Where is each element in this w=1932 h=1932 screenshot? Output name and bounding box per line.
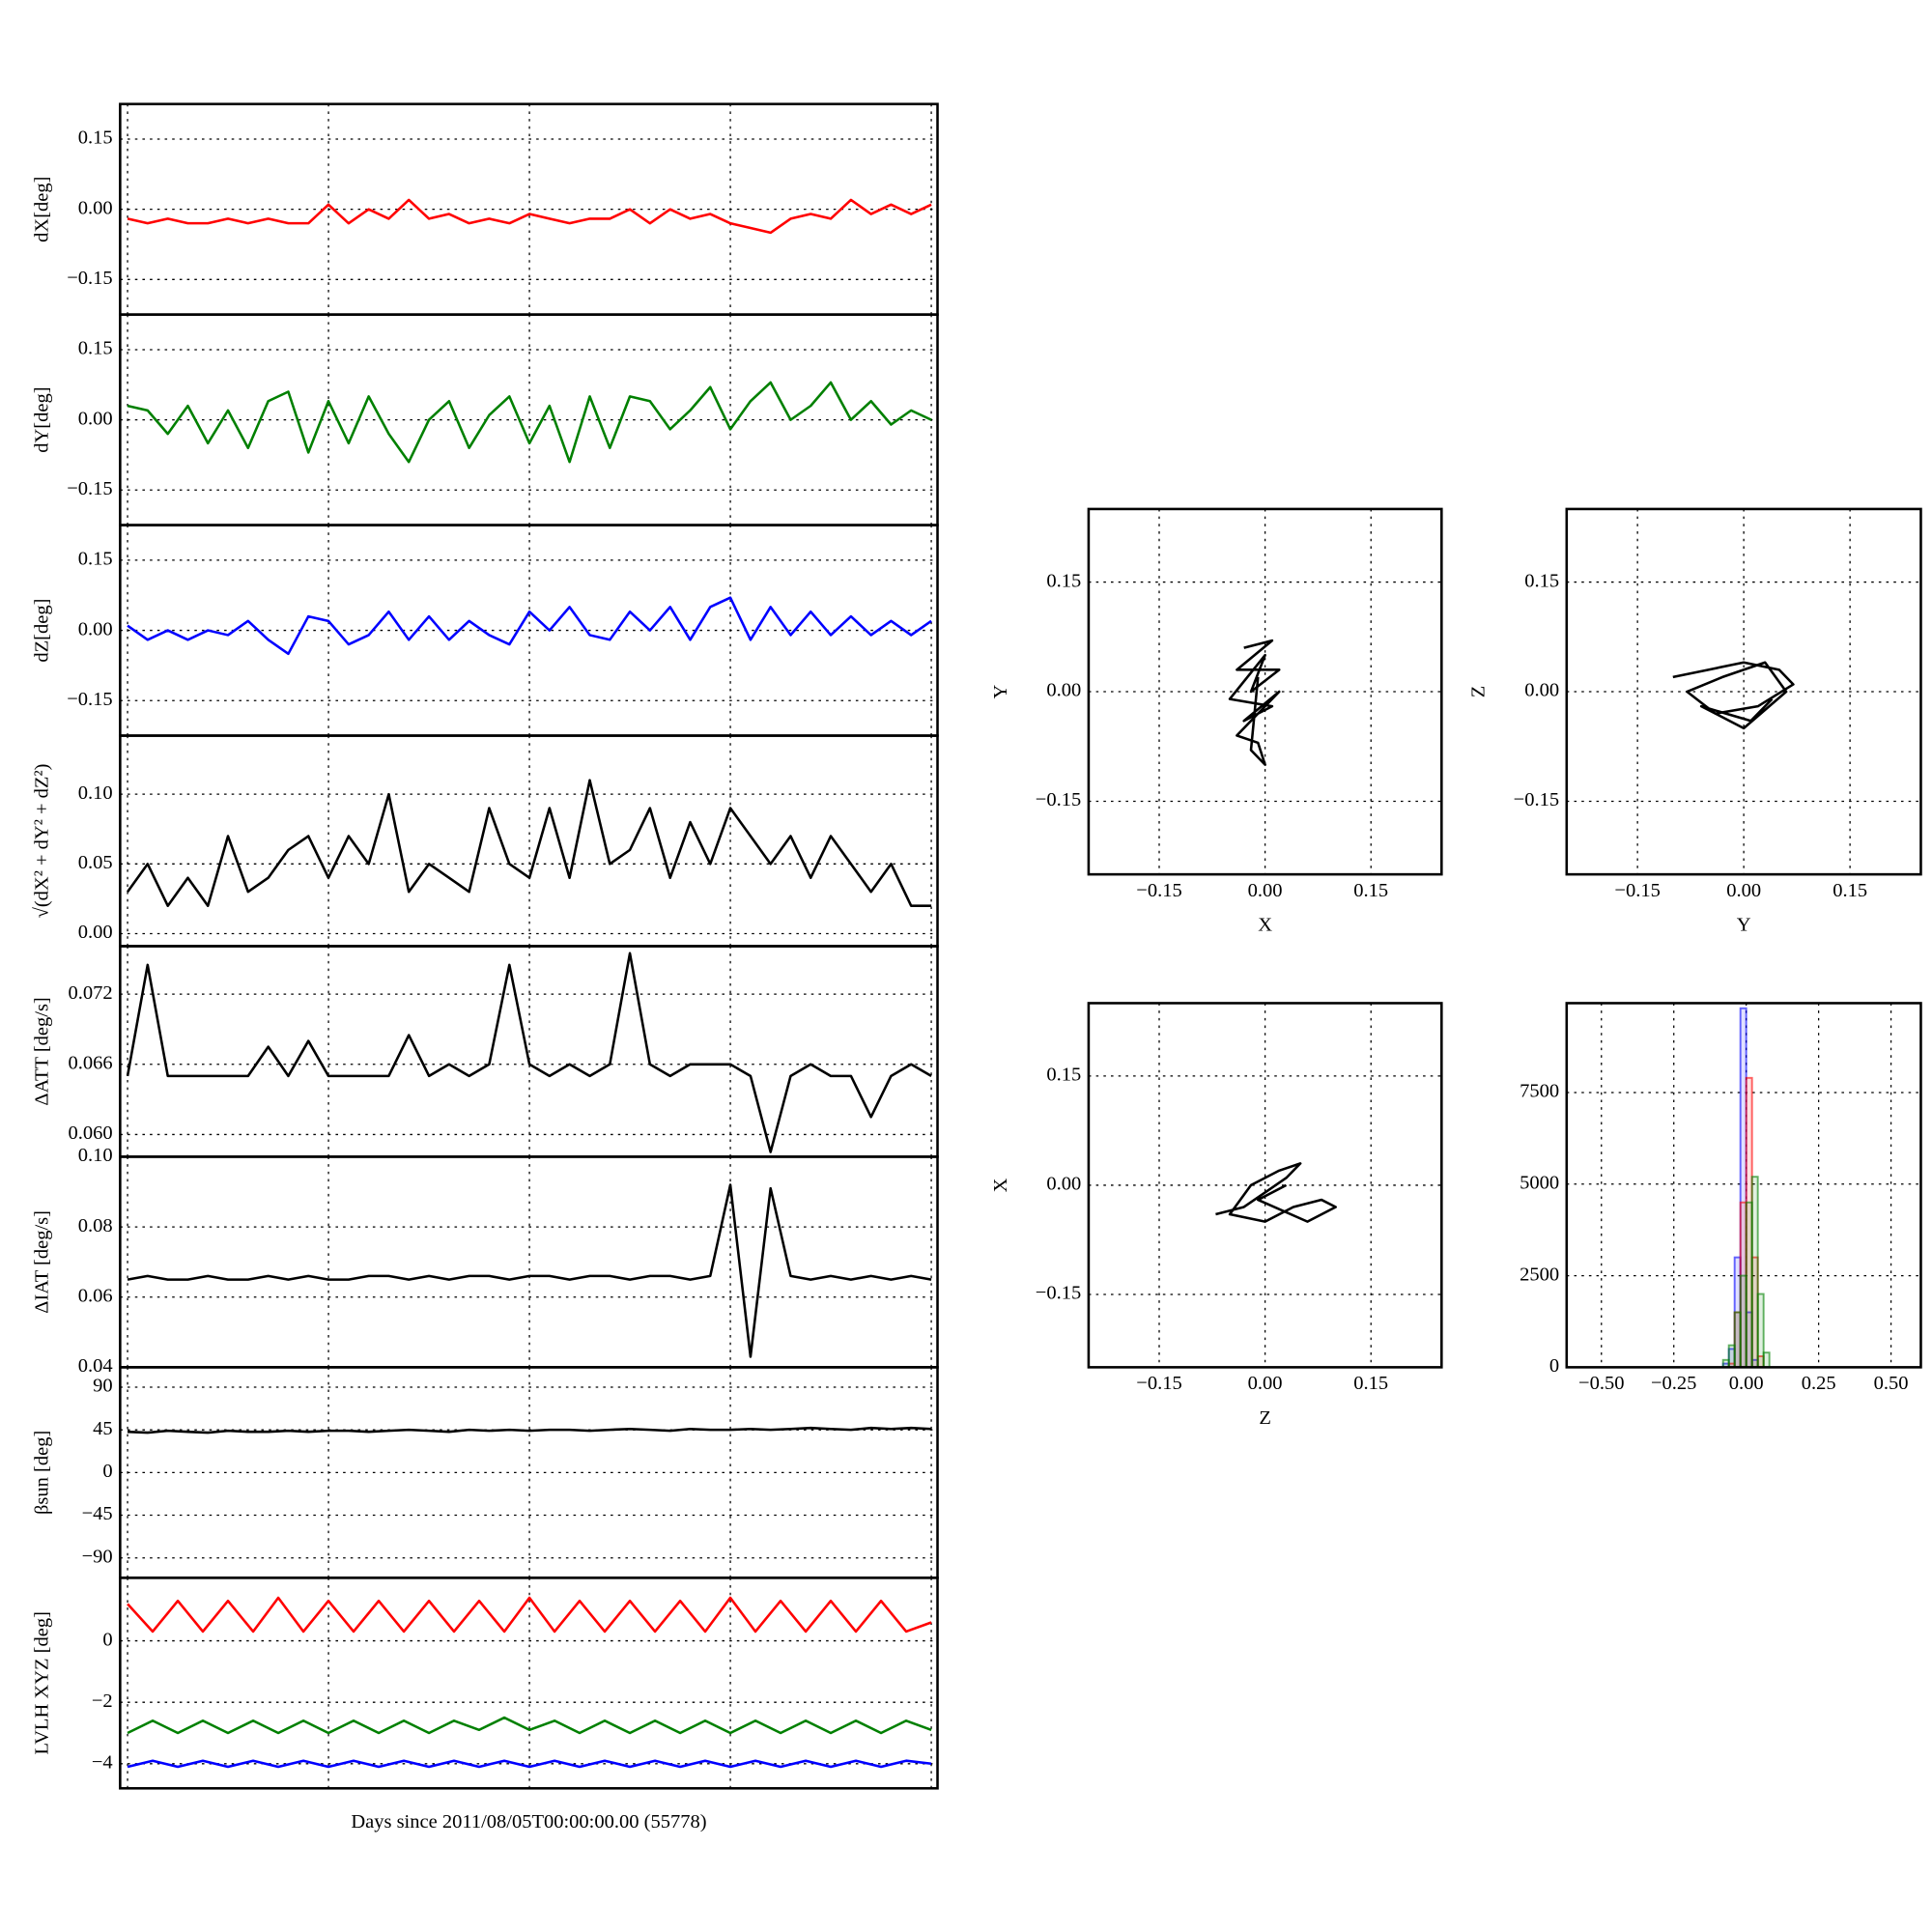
data-line	[127, 1596, 932, 1634]
x-tick-label: −0.15	[1136, 880, 1181, 901]
y-tick-label: 0.15	[1046, 570, 1081, 591]
y-tick-label: 0.00	[1046, 680, 1081, 701]
data-line	[1215, 1162, 1337, 1223]
y-tick-label: −2	[92, 1690, 113, 1712]
data-line	[1672, 661, 1795, 730]
y-tick-label: 0.15	[78, 549, 113, 570]
y-tick-label: −0.15	[1036, 789, 1081, 810]
y-tick-label: 0.10	[78, 1145, 113, 1166]
x-axis-label: Days since 2011/08/05T00:00:00.00 (55778…	[351, 1811, 706, 1833]
y-tick-label: 0.00	[78, 618, 113, 639]
data-line	[127, 1426, 932, 1435]
y-tick-label: 0.00	[78, 197, 113, 218]
data-line	[126, 952, 932, 1153]
data-line	[127, 198, 932, 235]
x-tick-label: −0.25	[1651, 1373, 1696, 1394]
data-line	[127, 381, 932, 464]
y-tick-label: −4	[92, 1752, 113, 1774]
y-tick-label: 5000	[1520, 1172, 1559, 1193]
y-tick-label: −0.15	[67, 478, 112, 499]
data-line	[127, 1759, 932, 1769]
y-tick-label: −90	[82, 1546, 113, 1567]
data-line	[127, 1183, 932, 1358]
y-tick-label: 0.10	[78, 782, 113, 804]
y-axis-label: √(dX² + dY² + dZ²)	[32, 764, 53, 919]
y-tick-label: 0.08	[78, 1215, 113, 1236]
hist-bar	[1762, 1351, 1771, 1369]
y-axis-label: βsun [deg]	[32, 1431, 53, 1515]
y-tick-label: −45	[82, 1503, 113, 1524]
y-tick-label: 0.15	[78, 338, 113, 359]
x-tick-label: −0.15	[1614, 880, 1660, 901]
x-tick-label: 0.15	[1353, 1373, 1388, 1394]
x-tick-label: 0.15	[1353, 880, 1388, 901]
x-tick-label: 0.00	[1729, 1373, 1764, 1394]
y-tick-label: 7500	[1520, 1081, 1559, 1102]
y-tick-label: −0.15	[1514, 789, 1559, 810]
y-tick-label: 0.00	[78, 922, 113, 943]
data-line	[127, 779, 932, 907]
axes-frame	[1565, 507, 1922, 876]
y-tick-label: 0.060	[69, 1122, 113, 1144]
y-tick-label: 0.00	[1046, 1174, 1081, 1195]
y-tick-label: 0.00	[78, 408, 113, 429]
y-axis-label: ΔATT [deg/s]	[32, 997, 53, 1105]
y-axis-label: LVLH XYZ [deg]	[32, 1611, 53, 1754]
y-tick-label: 0.05	[78, 852, 113, 873]
panel-frame	[119, 1577, 939, 1790]
x-tick-label: −0.50	[1578, 1373, 1624, 1394]
y-tick-label: 0	[102, 1629, 112, 1650]
axes-frame	[1087, 507, 1443, 876]
y-axis-label: dY[deg]	[32, 386, 53, 452]
y-axis-label: X	[990, 1178, 1011, 1192]
y-tick-label: 0.072	[69, 982, 113, 1004]
y-tick-label: 0.15	[1524, 570, 1559, 591]
y-axis-label: dX[deg]	[32, 177, 53, 242]
axes-frame	[1087, 1002, 1443, 1369]
data-line	[1228, 639, 1281, 766]
y-axis-label: dZ[deg]	[32, 599, 53, 663]
x-axis-label: Z	[1259, 1407, 1271, 1429]
x-axis-label: X	[1258, 915, 1272, 936]
x-tick-label: 0.15	[1833, 880, 1867, 901]
y-tick-label: −0.15	[67, 268, 112, 289]
y-tick-label: 0.06	[78, 1285, 113, 1306]
y-tick-label: 2500	[1520, 1264, 1559, 1285]
x-tick-label: 0.00	[1248, 880, 1283, 901]
x-tick-label: 0.50	[1874, 1373, 1909, 1394]
x-tick-label: 0.00	[1248, 1373, 1283, 1394]
data-line	[127, 596, 932, 656]
y-tick-label: 0.15	[78, 128, 113, 149]
y-axis-label: ΔIAT [deg/s]	[32, 1210, 53, 1314]
y-axis-label: Y	[990, 684, 1011, 698]
y-tick-label: 0.066	[69, 1052, 113, 1073]
y-tick-label: 90	[93, 1376, 112, 1397]
y-tick-label: 0.04	[78, 1355, 113, 1377]
x-tick-label: −0.15	[1136, 1373, 1181, 1394]
y-tick-label: −0.15	[1036, 1283, 1081, 1304]
y-tick-label: −0.15	[67, 689, 112, 710]
x-axis-label: Y	[1737, 915, 1751, 936]
y-tick-label: 0	[102, 1461, 112, 1482]
data-line	[127, 1716, 932, 1735]
y-tick-label: 0.00	[1524, 680, 1559, 701]
y-axis-label: Z	[1468, 686, 1490, 698]
y-tick-label: 45	[93, 1418, 112, 1439]
y-tick-label: 0.15	[1046, 1065, 1081, 1086]
y-tick-label: 0	[1549, 1355, 1559, 1377]
axes-frame	[1565, 1002, 1922, 1369]
x-tick-label: 0.00	[1726, 880, 1761, 901]
x-tick-label: 0.25	[1802, 1373, 1836, 1394]
